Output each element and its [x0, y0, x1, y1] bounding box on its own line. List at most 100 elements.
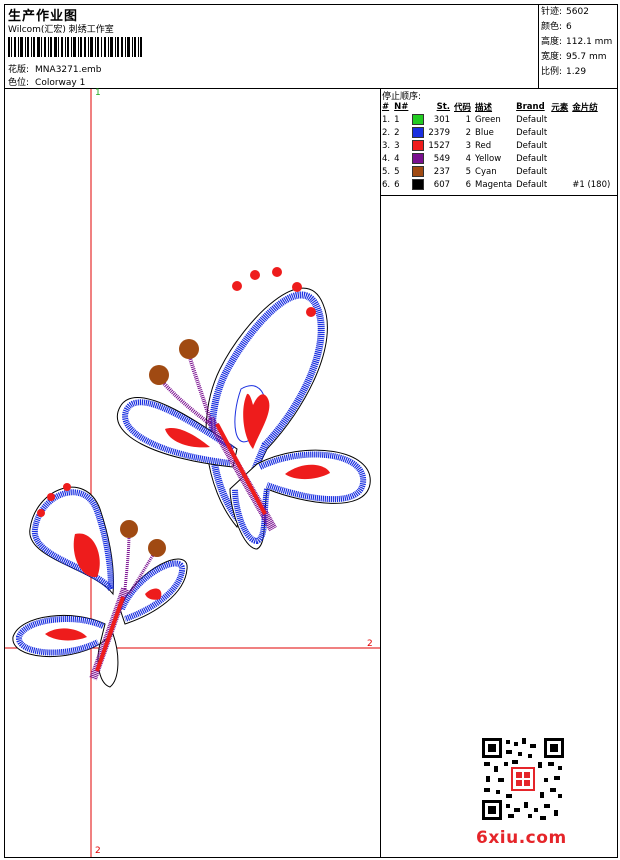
table-cell: [570, 139, 612, 152]
table-cell: 4.: [382, 153, 391, 164]
table-cell: [570, 113, 612, 126]
col-header: 描述: [475, 102, 493, 113]
col-header: 金片纺: [572, 102, 598, 113]
qr-code-icon: [482, 738, 564, 820]
table-cell: 237: [433, 166, 451, 177]
table-cell: 5: [394, 166, 400, 177]
table-cell: [549, 126, 570, 139]
table-cell: 2379: [428, 127, 451, 138]
colorway-line: 色位: Colorway 1: [8, 75, 85, 88]
color-swatch: [412, 166, 425, 177]
table-cell: [549, 139, 570, 152]
col-header: Brand: [516, 101, 545, 112]
barcode-icon: [8, 37, 142, 57]
col-header: St.: [436, 101, 451, 112]
table-cell: 4: [394, 153, 400, 164]
table-cell: 1.: [382, 114, 391, 125]
color-swatch-cell: [410, 165, 426, 178]
color-swatch-cell: [410, 126, 426, 139]
design-value: MNA3271.emb: [35, 65, 102, 75]
table-cell: [549, 178, 570, 191]
stat-label: 高度:: [541, 37, 563, 47]
stat-value: 112.1 mm: [566, 37, 613, 47]
color-swatch-cell: [410, 113, 426, 126]
table-cell: Yellow: [475, 153, 502, 164]
table-cell: Blue: [475, 127, 494, 138]
panel-divider: [380, 88, 381, 858]
table-cell: Default: [516, 166, 548, 177]
table-cell: 4: [465, 153, 472, 164]
company-name: Wilcom(汇宏) 刺绣工作室: [8, 25, 114, 35]
stat-label: 宽度:: [541, 52, 563, 62]
table-cell: 6: [394, 179, 400, 190]
table-cell: Default: [516, 179, 548, 190]
table-cell: 6.: [382, 179, 391, 190]
colorway-label: 色位:: [8, 78, 30, 88]
col-header: 元素: [551, 102, 569, 113]
page-title: 生产作业图: [8, 9, 79, 24]
table-cell: [570, 152, 612, 165]
table-cell: 607: [433, 179, 451, 190]
color-swatch: [412, 140, 425, 151]
table-cell: 3: [394, 140, 400, 151]
stat-label: 比例:: [541, 67, 563, 77]
table-row: 5. 5 237 5 Cyan Default: [380, 165, 612, 178]
color-swatch: [412, 153, 425, 164]
color-sequence-table: # N# St. 代码 描述 Brand 元素 金片纺 1. 1 301 1 Green…: [380, 100, 612, 191]
table-header-row: # N# St. 代码 描述 Brand 元素 金片纺: [380, 100, 612, 113]
stat-value: 95.7 mm: [566, 52, 607, 62]
color-swatch-cell: [410, 152, 426, 165]
butterfly-small: [12, 483, 188, 688]
table-row: 3. 3 1527 3 Red Default: [380, 139, 612, 152]
table-row: 2. 2 2379 2 Blue Default: [380, 126, 612, 139]
stat-colors: 颜色: 6: [541, 20, 612, 35]
table-cell: 1: [465, 114, 472, 125]
table-cell: 549: [433, 153, 451, 164]
table-cell: [549, 152, 570, 165]
stat-value: 1.29: [566, 67, 587, 77]
table-cell: Default: [516, 127, 548, 138]
table-cell: Green: [475, 114, 501, 125]
table-cell: 2: [465, 127, 472, 138]
table-cell: #1 (180): [572, 179, 611, 190]
watermark: 6xiu.com: [476, 828, 567, 848]
table-cell: 1: [394, 114, 400, 125]
table-cell: 2.: [382, 127, 391, 138]
stats-divider: [538, 4, 539, 88]
table-cell: 5: [465, 166, 472, 177]
col-header: 代码: [454, 102, 472, 113]
table-cell: Default: [516, 114, 548, 125]
design-label: 花版:: [8, 65, 30, 75]
sequence-divider: [380, 195, 618, 196]
color-swatch: [412, 179, 425, 190]
axis-label-top: 1: [95, 88, 101, 98]
table-cell: Default: [516, 140, 548, 151]
stat-height: 高度: 112.1 mm: [541, 35, 612, 50]
table-cell: Red: [475, 140, 492, 151]
header-divider: [4, 88, 618, 89]
table-cell: 5.: [382, 166, 391, 177]
stat-width: 宽度: 95.7 mm: [541, 50, 612, 65]
table-row: 1. 1 301 1 Green Default: [380, 113, 612, 126]
table-cell: Cyan: [475, 166, 497, 177]
table-row: 4. 4 549 4 Yellow Default: [380, 152, 612, 165]
stat-value: 5602: [566, 7, 589, 17]
design-line: 花版: MNA3271.emb: [8, 62, 101, 75]
table-cell: [549, 165, 570, 178]
table-cell: [549, 113, 570, 126]
stat-label: 针迹:: [541, 7, 563, 17]
table-cell: 301: [433, 114, 451, 125]
table-cell: 6: [465, 179, 472, 190]
color-swatch: [412, 127, 425, 138]
table-cell: [570, 126, 612, 139]
stat-value: 6: [566, 22, 572, 32]
color-swatch: [412, 114, 425, 125]
table-cell: Magenta: [475, 179, 513, 190]
sequence-title: 停止顺序:: [382, 92, 422, 102]
stat-stitches: 针迹: 5602: [541, 5, 612, 20]
stat-label: 颜色:: [541, 22, 563, 32]
stat-scale: 比例: 1.29: [541, 65, 612, 80]
table-row: 6. 6 607 6 Magenta Default #1 (180): [380, 178, 612, 191]
table-cell: 1527: [428, 140, 451, 151]
table-cell: [570, 165, 612, 178]
